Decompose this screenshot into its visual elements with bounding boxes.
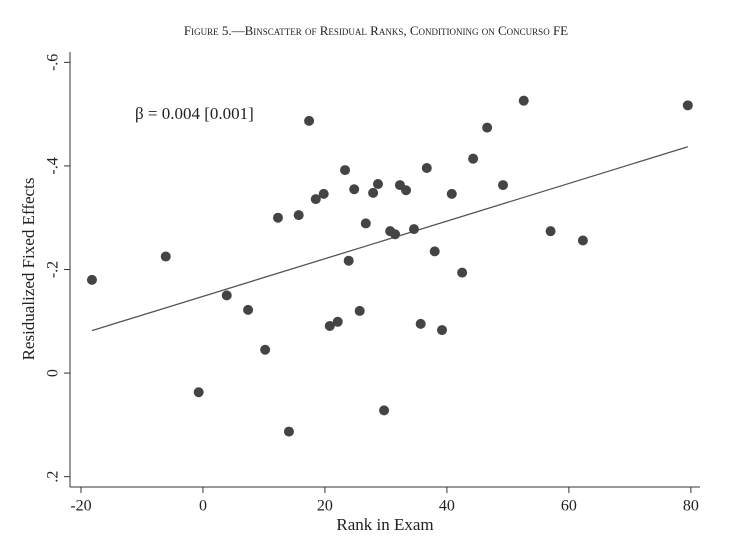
x-tick-label: 40 xyxy=(439,498,455,515)
point xyxy=(415,318,426,329)
point xyxy=(437,325,448,336)
point xyxy=(260,344,271,355)
fit-line xyxy=(91,146,688,332)
point xyxy=(293,210,304,221)
point xyxy=(272,212,283,223)
point xyxy=(682,100,693,111)
annotation: β = 0.004 [0.001] xyxy=(135,104,254,123)
x-tick-label: -20 xyxy=(70,498,91,515)
point xyxy=(545,226,556,237)
point xyxy=(310,194,321,205)
point xyxy=(318,188,329,199)
point xyxy=(401,185,412,196)
point xyxy=(360,218,371,229)
point xyxy=(343,255,354,266)
point xyxy=(457,267,468,278)
point xyxy=(446,188,457,199)
point xyxy=(193,387,204,398)
point xyxy=(354,305,365,316)
point xyxy=(408,224,419,235)
x-tick-label: 60 xyxy=(561,498,577,515)
point xyxy=(577,235,588,246)
point xyxy=(221,290,232,301)
point xyxy=(340,165,351,176)
y-tick-label: -.4 xyxy=(45,157,62,174)
x-tick-label: 80 xyxy=(683,498,699,515)
chart-title: Figure 5.—Binscatter of Residual Ranks, … xyxy=(184,23,568,38)
y-tick-label: -.6 xyxy=(45,54,62,71)
point xyxy=(243,304,254,315)
point xyxy=(482,122,493,133)
point xyxy=(372,179,383,190)
x-tick-label: 20 xyxy=(317,498,333,515)
point xyxy=(283,426,294,437)
point xyxy=(379,405,390,416)
x-tick-label: 0 xyxy=(199,498,207,515)
point xyxy=(160,251,171,262)
y-tick-label: -.2 xyxy=(45,261,62,278)
point xyxy=(429,246,440,257)
x-axis-label: Rank in Exam xyxy=(336,515,433,534)
point xyxy=(304,115,315,126)
y-tick-label: .2 xyxy=(45,471,62,483)
point xyxy=(324,320,335,331)
point xyxy=(498,180,509,191)
point xyxy=(518,95,529,106)
point xyxy=(468,153,479,164)
point xyxy=(332,316,343,327)
point xyxy=(390,229,401,240)
point xyxy=(368,187,379,198)
y-axis-label: Residualized Fixed Effects xyxy=(19,178,38,361)
point xyxy=(86,274,97,285)
point xyxy=(421,163,432,173)
y-tick-label: 0 xyxy=(45,369,62,377)
point xyxy=(349,184,360,195)
